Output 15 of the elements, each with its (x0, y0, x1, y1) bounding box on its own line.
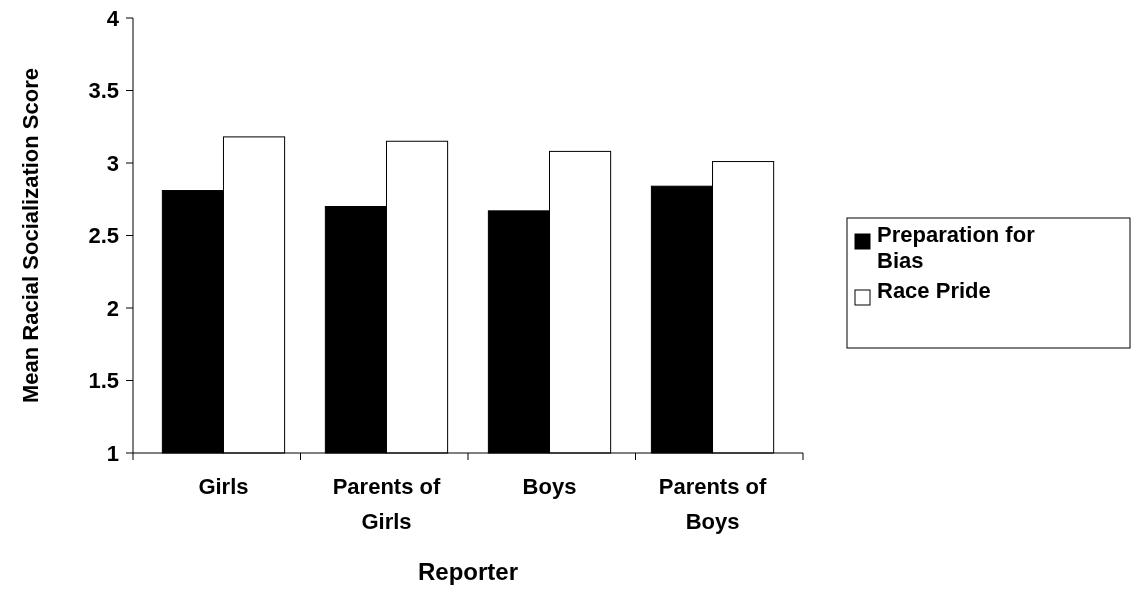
x-tick-label: Boys (522, 474, 577, 499)
y-tick-label: 3.5 (88, 78, 119, 104)
legend-label: Preparation for Bias (877, 222, 1036, 273)
legend-label: Race Pride (877, 278, 991, 303)
y-tick-label: 2 (106, 295, 119, 321)
y-tick-label: 3 (106, 150, 119, 176)
x-axis-title: Reporter (417, 558, 519, 585)
y-tick-label: 1.5 (88, 368, 119, 394)
y-tick-label: 4 (106, 5, 120, 31)
x-tick-label: Parents of Girls (332, 474, 441, 534)
y-tick-label: 1 (106, 440, 119, 466)
x-tick-label: Parents of Boys (658, 474, 767, 534)
y-axis-title: Mean Racial Socialization Score (18, 67, 43, 404)
x-tick-label: Girls (198, 474, 249, 499)
y-tick-label: 2.5 (88, 223, 119, 249)
